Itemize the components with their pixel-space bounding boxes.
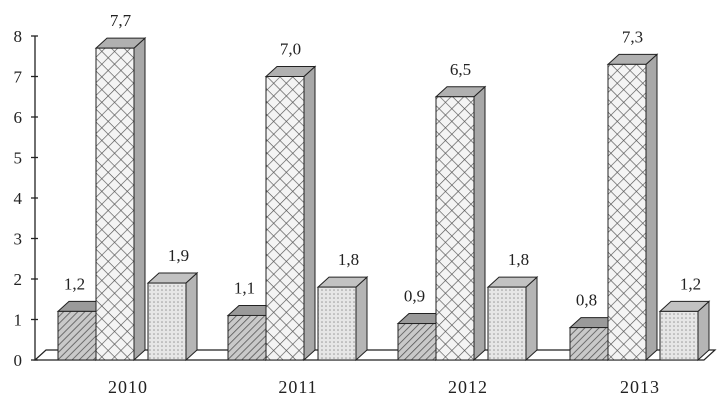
data-label: 1,8 bbox=[338, 250, 359, 269]
x-category-label: 2012 bbox=[448, 377, 488, 397]
data-label: 0,9 bbox=[404, 287, 425, 306]
data-label: 0,8 bbox=[576, 291, 597, 310]
bar bbox=[569, 327, 609, 361]
y-tick-label: 1 bbox=[14, 311, 23, 330]
y-tick-label: 6 bbox=[14, 108, 23, 127]
x-category-label: 2013 bbox=[620, 377, 660, 397]
bar bbox=[147, 282, 187, 361]
x-category-label: 2011 bbox=[278, 377, 317, 397]
data-label: 7,3 bbox=[622, 27, 643, 46]
bar bbox=[435, 96, 475, 361]
y-tick-label: 8 bbox=[14, 27, 23, 46]
bar-side bbox=[355, 275, 368, 362]
data-label: 1,8 bbox=[508, 250, 529, 269]
chart-floor bbox=[33, 349, 717, 361]
data-label: 1,2 bbox=[680, 274, 701, 293]
bar bbox=[227, 314, 267, 361]
bar-side bbox=[525, 275, 538, 362]
bar bbox=[659, 310, 699, 361]
bar bbox=[95, 47, 135, 361]
y-tick-label: 2 bbox=[14, 270, 23, 289]
y-tick-label: 5 bbox=[14, 149, 23, 168]
bar-side bbox=[303, 65, 316, 362]
bar bbox=[487, 286, 527, 361]
y-tick-label: 3 bbox=[14, 230, 23, 249]
bar bbox=[397, 323, 437, 361]
data-label: 1,1 bbox=[234, 278, 255, 297]
bar-side bbox=[133, 37, 146, 362]
data-label: 7,7 bbox=[110, 11, 132, 30]
data-label: 6,5 bbox=[450, 60, 471, 79]
data-label: 1,2 bbox=[64, 274, 85, 293]
data-label: 7,0 bbox=[280, 40, 301, 59]
data-label: 1,9 bbox=[168, 246, 189, 265]
bar-side bbox=[645, 53, 658, 362]
bar bbox=[607, 63, 647, 361]
bar bbox=[265, 76, 305, 361]
y-tick-label: 7 bbox=[14, 68, 23, 87]
bar-side bbox=[473, 85, 486, 362]
bar bbox=[317, 286, 357, 361]
y-tick-label: 4 bbox=[14, 189, 23, 208]
bar bbox=[57, 310, 97, 361]
bar-side bbox=[185, 271, 198, 362]
x-category-label: 2010 bbox=[108, 377, 148, 397]
y-tick-label: 0 bbox=[14, 351, 23, 370]
